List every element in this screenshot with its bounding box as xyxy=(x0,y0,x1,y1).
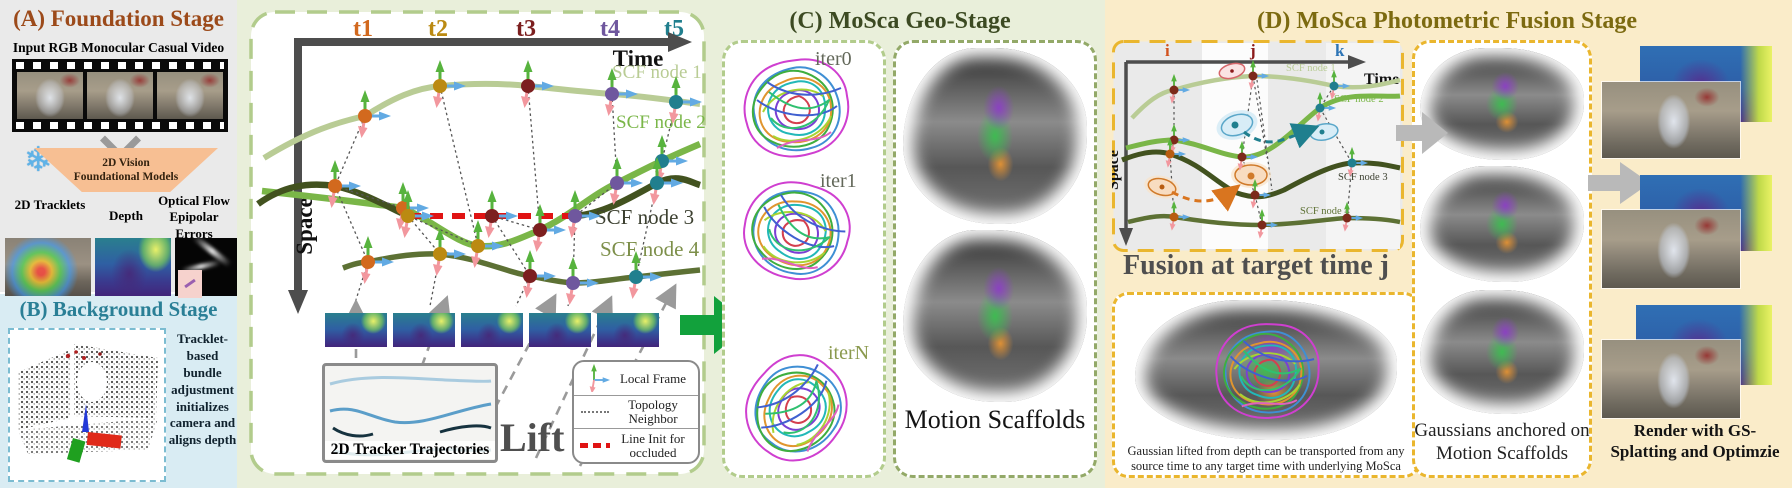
panelD-title: (D) MoSca Photometric Fusion Stage xyxy=(1257,8,1637,34)
scf-nodes-d xyxy=(1164,58,1370,240)
render-rgb-3 xyxy=(1602,340,1740,418)
scf-nodes xyxy=(326,58,704,307)
topology-neighbor-icon xyxy=(578,411,612,413)
render-rgb-2 xyxy=(1602,210,1740,288)
space-axis-d-label: Space xyxy=(1112,150,1122,190)
depth-image xyxy=(95,238,171,296)
depth-thumb-1 xyxy=(325,313,387,347)
film-sprocket-holes xyxy=(16,62,224,69)
legend-box: Local Frame Topology Neighbor Line Init … xyxy=(572,360,700,464)
pointcloud-box xyxy=(8,328,166,482)
time-label-t3: t3 xyxy=(516,16,536,42)
local-frame-icon xyxy=(578,364,612,393)
iterN-scribble xyxy=(733,352,861,464)
depth-thumb-3 xyxy=(461,313,523,347)
iter1-label: iter1 xyxy=(820,170,857,192)
scf-node-4-label: SCF node 4 xyxy=(600,237,700,261)
space-axis-arrowhead xyxy=(288,290,308,314)
scf-node-2-label: SCF node 2 xyxy=(616,112,706,133)
scf-node-2-label-d: SCF node 2 xyxy=(1334,94,1384,105)
legend-local-frame: Local Frame xyxy=(574,362,698,395)
anchored-scaffold-image-2 xyxy=(1420,166,1584,282)
motion-scaffold-image-1 xyxy=(903,48,1087,224)
depth-thumb-5 xyxy=(597,313,659,347)
background-stage-description: Tracklet-based bundle adjustment initial… xyxy=(168,331,237,448)
line-init-icon xyxy=(578,443,612,449)
scf-node-1-label-d: SCF node 1 xyxy=(1286,63,1336,74)
input-video-label: Input RGB Monocular Casual Video xyxy=(12,40,225,55)
depth-thumb-4 xyxy=(529,313,591,347)
gaussian-transport-caption: Gaussian lifted from depth can be transp… xyxy=(1127,444,1405,473)
motion-scaffold-image-2 xyxy=(903,230,1087,402)
scf-node-3-label-d: SCF node 3 xyxy=(1338,172,1388,183)
optim-arrow-icon xyxy=(680,296,750,354)
motion-scaffolds-label: Motion Scaffolds xyxy=(904,405,1086,434)
transport-arrow-orange xyxy=(1171,184,1241,212)
tracklets-label: 2D Tracklets xyxy=(14,197,86,212)
flow-inset-image xyxy=(178,270,202,298)
video-frame-3 xyxy=(157,72,223,119)
time-axis-d-arrowhead xyxy=(1348,55,1366,69)
iter0-label: iter0 xyxy=(815,48,852,70)
space-axis-label: Space xyxy=(292,197,317,255)
panelA-title: (A) Foundation Stage xyxy=(13,6,224,31)
legend-topology: Topology Neighbor xyxy=(574,394,698,429)
depth-label: Depth xyxy=(109,208,143,223)
foundation-models-line1: 2D Vision xyxy=(102,156,150,169)
fusion-diagram: i j k Time Space SCF node 1 SCF node 2 S… xyxy=(1112,40,1404,252)
anchored-gaussians-label: Gaussians anchored on Motion Scaffolds xyxy=(1414,420,1590,464)
iterN-label: iterN xyxy=(828,342,870,364)
flow-label: Optical Flow Epipolar Errors xyxy=(158,193,230,241)
scf-node-3-label: SCF node 3 xyxy=(595,205,694,229)
scf-node-4-label-d: SCF node 4 xyxy=(1300,206,1350,217)
time-label-t2: t2 xyxy=(428,16,448,42)
tracker-trajectories-label: 2D Tracker Trajectories xyxy=(325,441,495,459)
time-label-j: j xyxy=(1249,41,1256,60)
transport-arrow-blue xyxy=(1243,123,1320,149)
legend-line-init: Line Init for occluded xyxy=(574,428,698,462)
time-band-right xyxy=(1326,43,1400,249)
anchored-scaffold-image-3 xyxy=(1420,290,1584,414)
anchored-scaffold-image-1 xyxy=(1420,48,1584,160)
foundation-models-line2: Foundational Models xyxy=(73,171,179,183)
time-label-k: k xyxy=(1335,41,1345,60)
video-frame-1 xyxy=(17,72,83,119)
time-axis-label: Time xyxy=(613,46,664,71)
video-frame-2 xyxy=(87,72,153,119)
tracker-trajectories-box: 2D Tracker Trajectories xyxy=(322,363,498,463)
film-sprocket-holes xyxy=(16,122,224,129)
stage-arrow-1-icon xyxy=(1396,112,1448,154)
panelB-title: (B) Background Stage xyxy=(19,297,218,321)
time-label-i: i xyxy=(1165,41,1170,60)
stage-arrow-2-icon xyxy=(1588,162,1650,204)
gaussian-ellipses xyxy=(1144,62,1339,212)
epipolar-error-image xyxy=(175,234,237,298)
render-label: Render with GS-Splatting and Optimzie xyxy=(1610,421,1780,462)
time-label-t4: t4 xyxy=(600,16,620,42)
film-strip xyxy=(12,59,228,132)
time-axis-arrowhead xyxy=(668,32,692,52)
fusion-at-target-label: Fusion at target time j xyxy=(1123,250,1389,281)
camera-axis-x xyxy=(86,432,122,449)
render-rgb-1 xyxy=(1602,82,1740,158)
lift-label: Lift xyxy=(500,415,565,460)
scf-node-1-label: SCF node 1 xyxy=(612,62,702,83)
time-label-t1: t1 xyxy=(353,16,373,42)
panelC-title: (C) MoSca Geo-Stage xyxy=(789,8,1011,34)
space-axis-d-arrowhead xyxy=(1119,228,1133,246)
pointcloud-image xyxy=(18,344,158,463)
gaussian-transport-scribble xyxy=(1207,313,1327,428)
camera-axis-z xyxy=(82,404,89,432)
lift-diagram: t1 t2 t3 t4 t5 Time Space SCF node 1 SCF… xyxy=(249,10,706,476)
camera-axis-y xyxy=(66,438,86,463)
tracklets-image xyxy=(5,238,91,296)
depth-thumb-2 xyxy=(393,313,455,347)
